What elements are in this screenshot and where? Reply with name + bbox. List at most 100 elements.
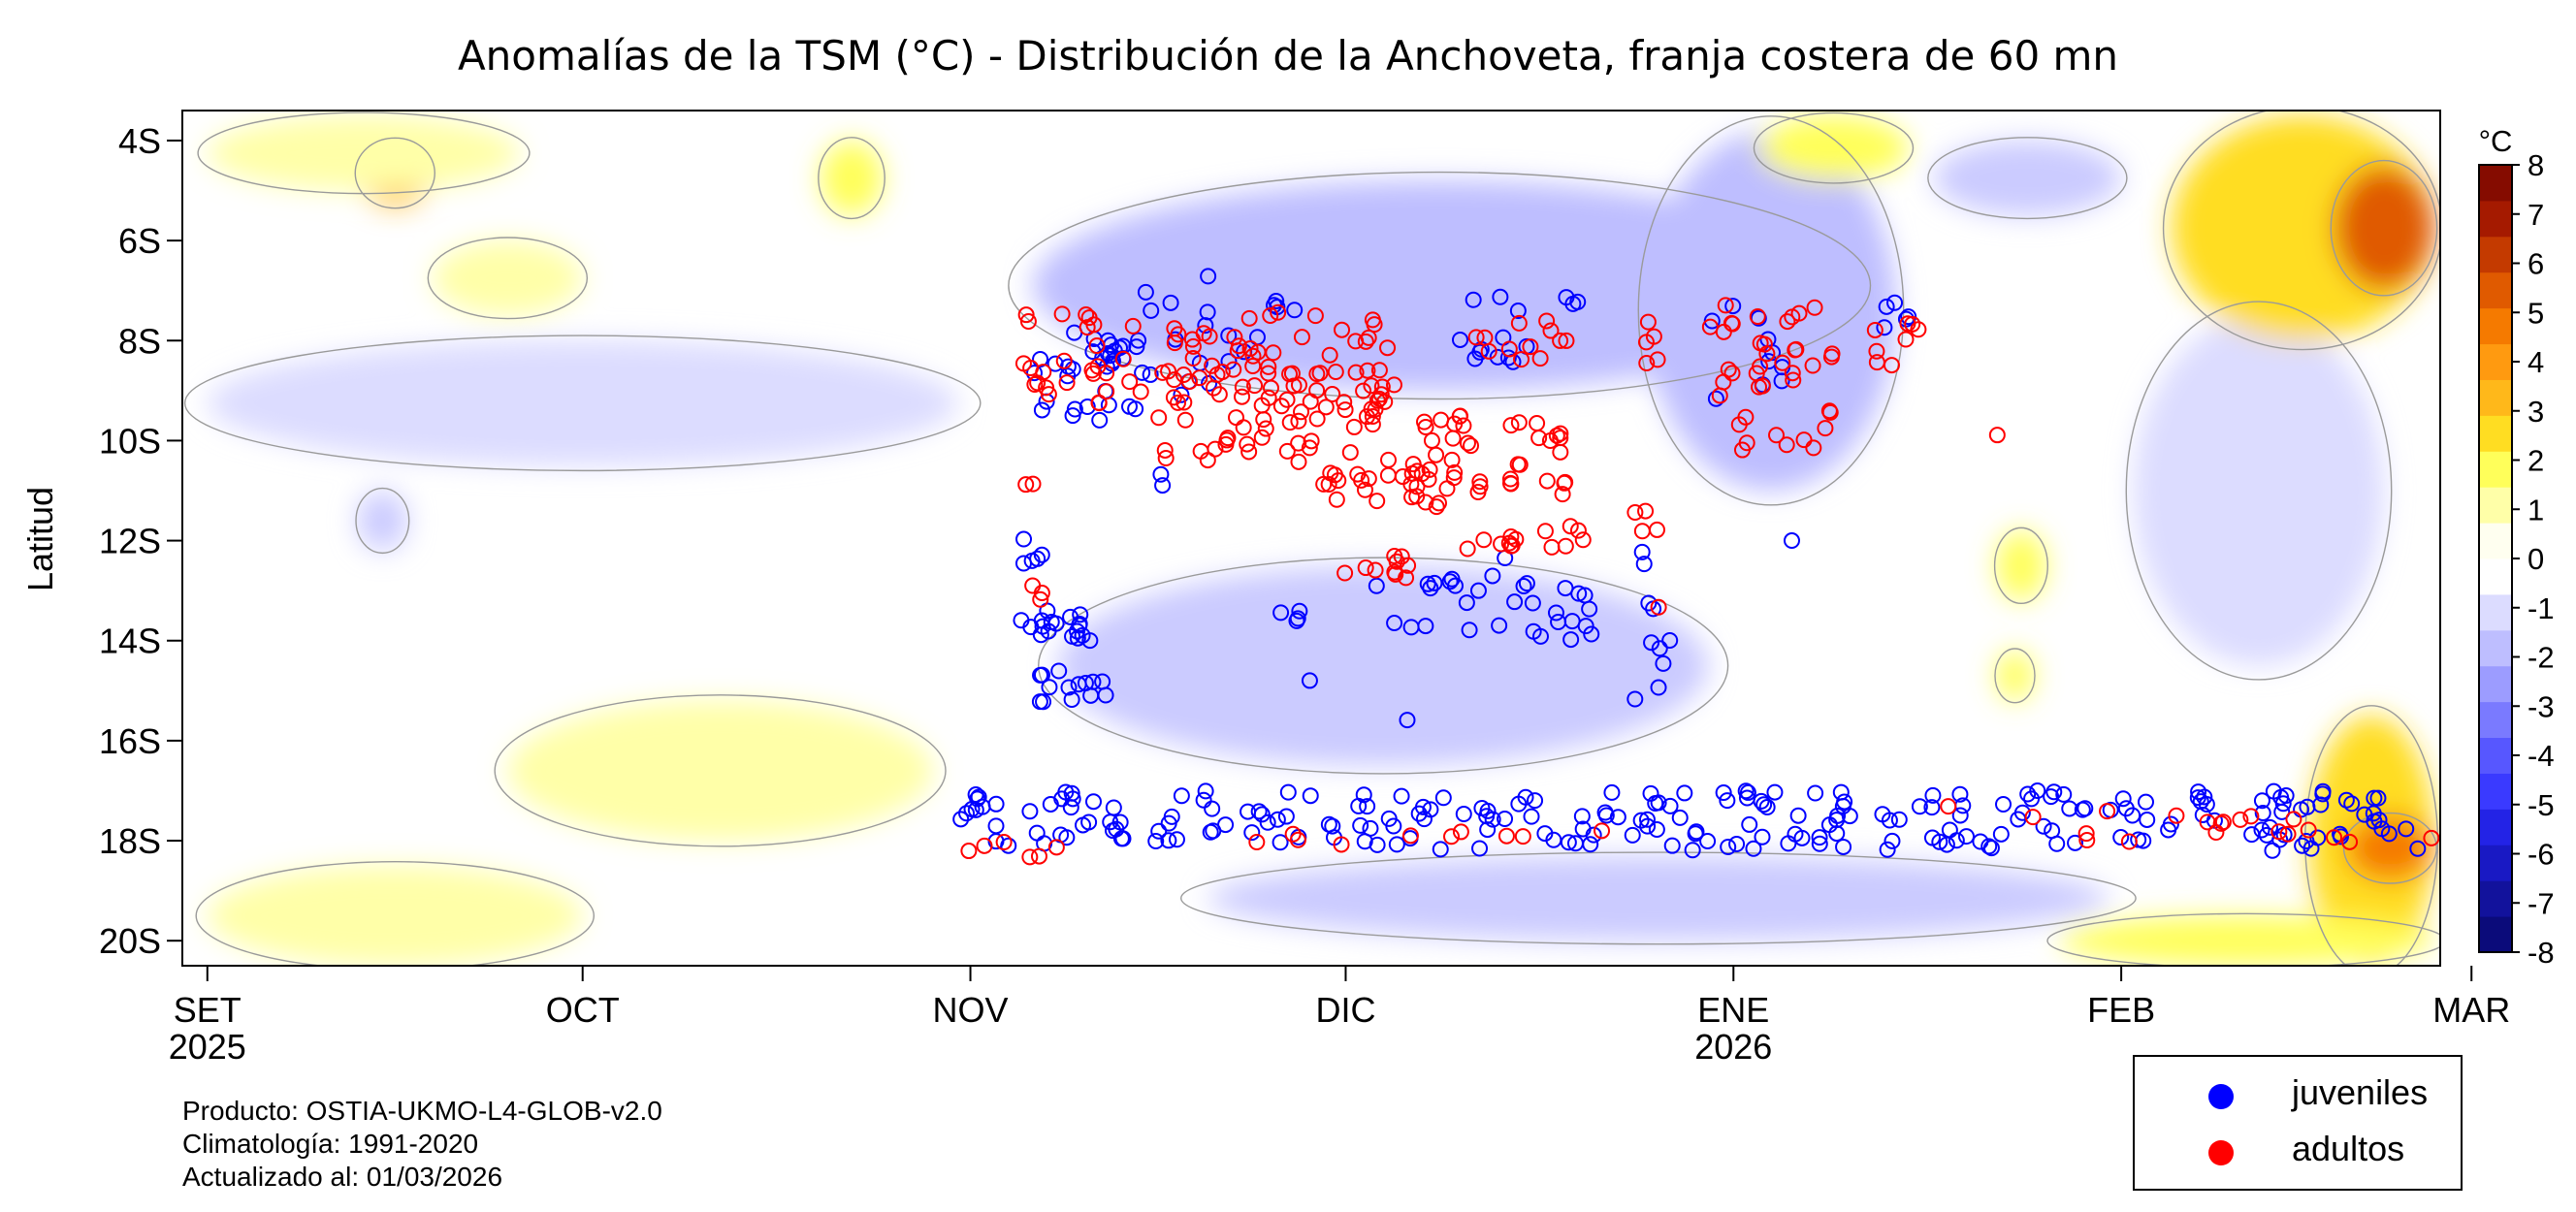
point-adultos (1459, 434, 1476, 452)
point-juveniles (1523, 808, 1540, 825)
point-adultos (1080, 309, 1098, 327)
y-axis: 4S 6S 8S 10S 12S 14S 16S 18S 20S (99, 121, 182, 961)
point-adultos (1471, 473, 1489, 491)
point-juveniles (1057, 783, 1075, 801)
anomaly-region-pos (2334, 165, 2434, 291)
point-juveniles (1650, 679, 1667, 696)
point-juveniles (1738, 789, 1755, 807)
point-adultos (1336, 401, 1354, 419)
point-juveniles (1269, 811, 1286, 828)
point-adultos (1988, 427, 2006, 444)
x-tick-year: 2026 (1694, 1027, 1772, 1067)
point-adultos (1230, 337, 1247, 355)
point-juveniles (1509, 303, 1527, 320)
colorbar-swatch (2479, 558, 2512, 595)
point-juveniles (1033, 401, 1050, 419)
point-juveniles (1162, 294, 1179, 311)
point-juveniles (2112, 829, 2130, 846)
point-juveniles (1811, 835, 1828, 852)
point-adultos (1738, 434, 1755, 452)
point-juveniles (1168, 831, 1185, 848)
colorbar-unit: °C (2479, 124, 2513, 158)
anomaly-contour (2046, 912, 2440, 966)
colorbar-label: -8 (2528, 936, 2555, 970)
point-adultos (1364, 407, 1381, 425)
point-adultos (1431, 494, 1448, 512)
anomaly-contour (2125, 301, 2393, 681)
point-juveniles (1651, 640, 1668, 657)
anomaly-region-pos (207, 865, 583, 966)
point-adultos (1787, 341, 1804, 359)
point-juveniles (1517, 788, 1534, 806)
point-juveniles (1350, 797, 1368, 814)
point-juveniles (1489, 348, 1506, 366)
point-juveniles (1046, 355, 1064, 372)
point-adultos (1249, 343, 1267, 361)
point-juveniles (1075, 816, 1092, 834)
point-adultos (1285, 377, 1303, 395)
anomaly-contour (197, 112, 531, 195)
anomaly-region-pos (1996, 651, 2034, 701)
point-juveniles (2254, 804, 2271, 821)
point-juveniles (1569, 293, 1587, 310)
point-juveniles (1938, 836, 1955, 853)
point-juveniles (1676, 784, 1693, 802)
point-juveniles (1661, 631, 1679, 649)
point-juveniles (1064, 407, 1081, 425)
point-adultos (1321, 346, 1338, 364)
point-adultos (1638, 355, 1656, 372)
point-adultos (1204, 357, 1221, 374)
point-juveniles (1951, 785, 1969, 803)
point-adultos (1536, 523, 1554, 540)
point-juveniles (1884, 832, 1901, 849)
point-juveniles (2264, 842, 2281, 859)
point-juveniles (1302, 787, 1319, 805)
point-adultos (1360, 470, 1377, 488)
point-adultos (1749, 308, 1766, 326)
point-adultos (1030, 847, 1047, 865)
point-juveniles (1399, 712, 1416, 729)
point-juveniles (1741, 815, 1758, 833)
point-adultos (1883, 357, 1900, 374)
point-juveniles (1070, 676, 1087, 693)
point-adultos (1940, 798, 1957, 815)
point-adultos (2168, 807, 2185, 824)
point-adultos (1150, 409, 1168, 427)
point-juveniles (1098, 358, 1115, 375)
anomaly-region-pos (2346, 815, 2434, 881)
point-adultos (1805, 439, 1822, 457)
point-adultos (1538, 472, 1556, 490)
point-adultos (1014, 355, 1032, 372)
anomaly-region-neg (2134, 315, 2384, 666)
point-juveniles (1268, 293, 1285, 310)
point-adultos (1225, 361, 1242, 378)
point-juveniles (1491, 617, 1508, 634)
point-adultos (1281, 414, 1299, 431)
point-adultos (1244, 358, 1262, 375)
point-juveniles (1204, 800, 1221, 817)
point-adultos (1569, 522, 1587, 539)
point-adultos (2077, 825, 2095, 843)
point-adultos (1514, 828, 1531, 845)
point-adultos (1165, 389, 1182, 406)
point-juveniles (1684, 842, 1701, 859)
point-adultos (1552, 430, 1569, 447)
anomaly-contour (494, 694, 947, 847)
point-adultos (1367, 561, 1384, 579)
colorbar-swatch (2479, 236, 2512, 273)
point-adultos (1166, 320, 1183, 337)
point-juveniles (1201, 374, 1218, 392)
point-juveniles (1663, 837, 1681, 854)
point-adultos (1240, 443, 1258, 461)
point-adultos (1017, 476, 1035, 494)
point-adultos (1260, 358, 1277, 375)
point-juveniles (1022, 619, 1040, 636)
anomaly-field (207, 115, 2434, 966)
point-adultos (1363, 377, 1380, 395)
point-juveniles (1715, 783, 1732, 801)
point-adultos (1156, 441, 1174, 459)
point-adultos (1336, 394, 1353, 411)
point-adultos (1272, 398, 1290, 415)
point-juveniles (1624, 826, 1641, 844)
